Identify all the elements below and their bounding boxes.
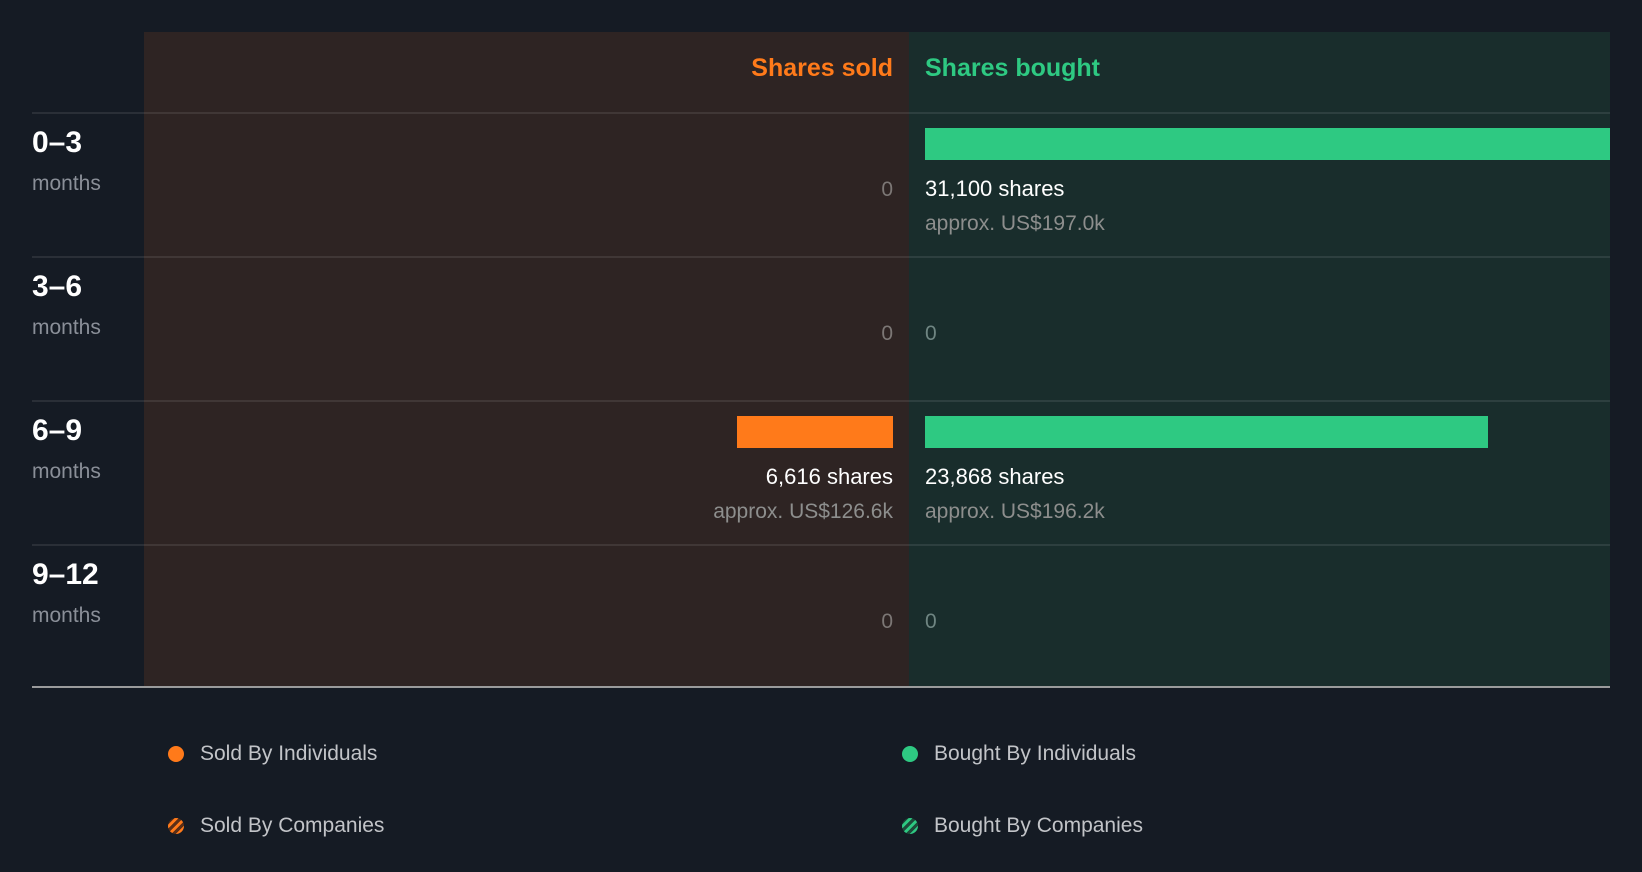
striped-green-dot-icon — [902, 818, 918, 834]
period-unit: months — [32, 604, 101, 627]
period-unit: months — [32, 316, 101, 339]
period-label: 6–9 — [32, 414, 83, 447]
sold-zero-value: 0 — [881, 178, 893, 201]
solid-green-dot-icon — [902, 746, 918, 762]
sold-shares: 6,616 shares — [765, 464, 893, 489]
chart-baseline — [32, 686, 1610, 688]
period-row-0-3: 0–3 months 0 31,100 shares approx. US$19… — [32, 112, 1610, 256]
period-row-3-6: 3–6 months 0 0 — [32, 256, 1610, 400]
striped-orange-dot-icon — [168, 818, 184, 834]
bought-bar[interactable] — [925, 416, 1488, 448]
bought-shares: 23,868 shares — [925, 464, 1065, 489]
legend-label: Bought By Companies — [934, 814, 1143, 837]
legend-label: Bought By Individuals — [934, 742, 1136, 765]
period-unit: months — [32, 172, 101, 195]
legend-label: Sold By Companies — [200, 814, 385, 837]
period-row-9-12: 9–12 months 0 0 — [32, 544, 1610, 688]
period-row-6-9: 6–9 months 6,616 shares approx. US$126.6… — [32, 400, 1610, 544]
legend-bought-companies[interactable]: Bought By Companies — [902, 814, 1143, 838]
period-label: 9–12 — [32, 558, 99, 591]
sold-panel — [144, 32, 909, 688]
bought-zero-value: 0 — [925, 322, 937, 345]
period-label: 0–3 — [32, 126, 83, 159]
bought-shares: 31,100 shares — [925, 176, 1065, 201]
legend-label: Sold By Individuals — [200, 742, 378, 765]
bought-bar[interactable] — [925, 128, 1610, 160]
shares-bought-header: Shares bought — [925, 54, 1101, 82]
shares-sold-header: Shares sold — [751, 54, 893, 82]
legend-sold-companies[interactable]: Sold By Companies — [168, 814, 384, 838]
row-divider — [32, 400, 1610, 402]
legend-sold-individuals[interactable]: Sold By Individuals — [168, 742, 377, 766]
sold-zero-value: 0 — [881, 610, 893, 633]
period-unit: months — [32, 460, 101, 483]
sold-bar[interactable] — [737, 416, 893, 448]
row-divider — [32, 544, 1610, 546]
bought-zero-value: 0 — [925, 610, 937, 633]
bought-approx-value: approx. US$196.2k — [925, 500, 1105, 523]
bought-approx-value: approx. US$197.0k — [925, 212, 1105, 235]
period-label: 3–6 — [32, 270, 83, 303]
sold-approx-value: approx. US$126.6k — [713, 500, 893, 523]
solid-orange-dot-icon — [168, 746, 184, 762]
row-divider — [32, 256, 1610, 258]
legend-bought-individuals[interactable]: Bought By Individuals — [902, 742, 1136, 766]
row-divider — [32, 112, 1610, 114]
sold-zero-value: 0 — [881, 322, 893, 345]
